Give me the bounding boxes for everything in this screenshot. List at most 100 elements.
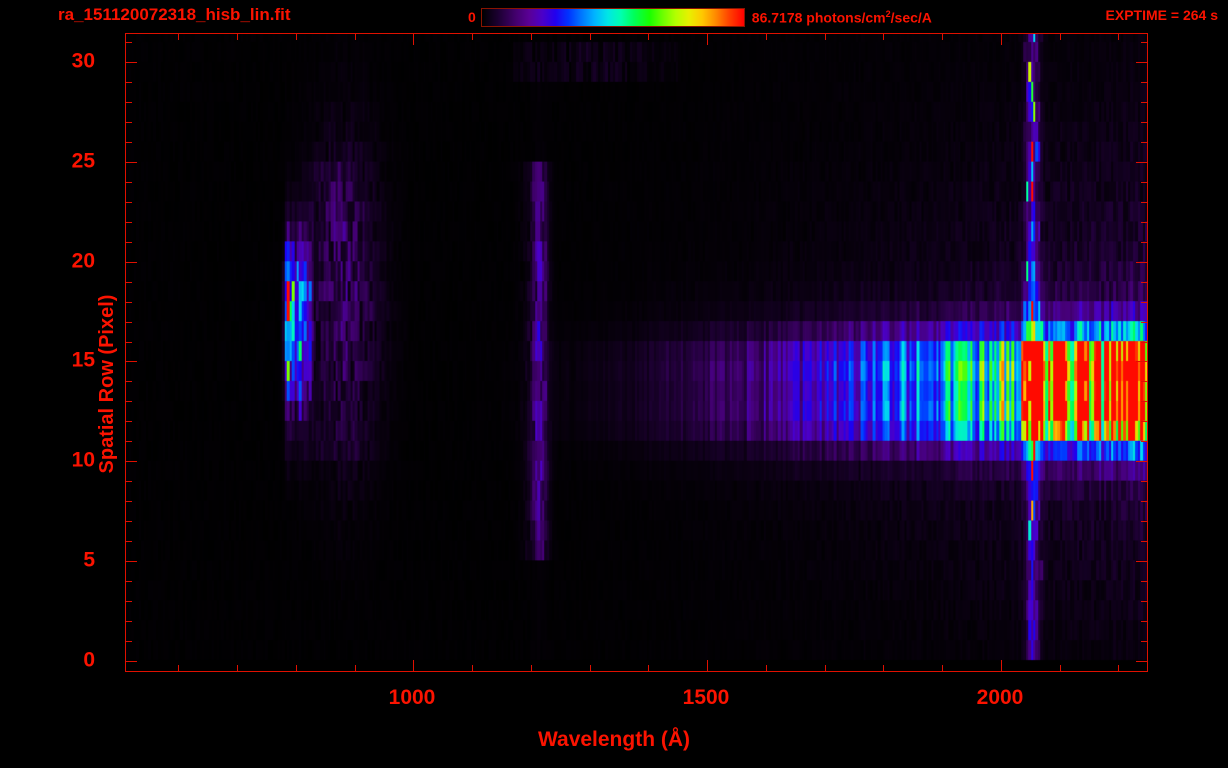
axis-tick <box>1141 302 1147 303</box>
x-tick-label: 1000 <box>388 686 436 709</box>
axis-tick <box>1141 481 1147 482</box>
axis-tick <box>296 34 297 40</box>
axis-tick <box>126 162 137 163</box>
axis-tick <box>126 501 132 502</box>
axis-tick <box>590 34 591 40</box>
axis-tick <box>1141 122 1147 123</box>
axis-tick <box>1136 661 1147 662</box>
x-tick-label: 1500 <box>682 686 730 709</box>
axis-tick <box>472 665 473 671</box>
page-title: ra_151120072318_hisb_lin.fit <box>58 5 291 24</box>
axis-tick <box>126 621 132 622</box>
axis-tick <box>126 302 132 303</box>
axis-tick <box>126 62 137 63</box>
y-axis-title: Spatial Row (Pixel) <box>95 294 118 474</box>
axis-tick <box>1141 621 1147 622</box>
axis-tick <box>1001 34 1002 45</box>
axis-tick <box>126 202 132 203</box>
axis-tick <box>648 665 649 671</box>
axis-tick <box>126 262 137 263</box>
axis-tick <box>1141 322 1147 323</box>
axis-tick <box>531 665 532 671</box>
axis-tick <box>126 441 132 442</box>
axis-tick <box>126 641 132 642</box>
axis-tick <box>1141 282 1147 283</box>
axis-tick <box>126 521 132 522</box>
axis-tick <box>126 122 132 123</box>
exptime-label: EXPTIME = 264 s <box>1105 7 1218 23</box>
axis-tick <box>1141 202 1147 203</box>
axis-tick <box>126 282 132 283</box>
axis-tick <box>126 361 137 362</box>
axis-tick <box>1141 501 1147 502</box>
axis-tick <box>1141 42 1147 43</box>
axis-tick <box>1141 401 1147 402</box>
axis-tick <box>942 34 943 40</box>
axis-tick <box>1141 82 1147 83</box>
axis-tick <box>1141 581 1147 582</box>
axis-tick <box>707 34 708 45</box>
axis-tick <box>178 665 179 671</box>
axis-tick <box>126 581 132 582</box>
axis-tick <box>1141 182 1147 183</box>
axis-tick <box>1141 342 1147 343</box>
axis-tick <box>1141 142 1147 143</box>
axis-tick <box>237 34 238 40</box>
axis-tick <box>296 665 297 671</box>
colorbar-unit-exponent: 2 <box>885 8 891 19</box>
axis-tick <box>1060 34 1061 40</box>
axis-tick <box>126 401 132 402</box>
axis-tick <box>707 660 708 671</box>
axis-tick <box>126 342 132 343</box>
axis-tick <box>1118 34 1119 40</box>
axis-tick <box>1141 102 1147 103</box>
colorbar-max-label: 86.7178 photons/cm2/sec/A <box>751 8 932 26</box>
axis-tick <box>1001 660 1002 671</box>
axis-tick <box>1136 62 1147 63</box>
axis-tick <box>355 34 356 40</box>
axis-tick <box>178 34 179 40</box>
y-tick-label: 0 <box>83 648 95 672</box>
axis-tick <box>126 541 132 542</box>
axis-tick <box>126 481 132 482</box>
axis-tick <box>766 34 767 40</box>
axis-tick <box>1141 601 1147 602</box>
axis-tick <box>126 322 132 323</box>
axis-tick <box>1141 641 1147 642</box>
axis-tick <box>126 242 132 243</box>
axis-tick <box>648 34 649 40</box>
axis-tick <box>1141 381 1147 382</box>
axis-tick <box>1136 262 1147 263</box>
axis-tick <box>126 182 132 183</box>
axis-tick <box>126 102 132 103</box>
axis-tick <box>355 665 356 671</box>
y-tick-label: 30 <box>71 49 95 73</box>
x-tick-label: 2000 <box>976 686 1024 709</box>
y-tick-label: 20 <box>71 249 95 273</box>
axis-tick <box>126 561 137 562</box>
axis-tick <box>1060 665 1061 671</box>
axis-tick <box>1141 242 1147 243</box>
spectrogram-image <box>126 34 1147 671</box>
axis-tick <box>1141 541 1147 542</box>
axis-tick <box>1118 665 1119 671</box>
axis-tick <box>237 665 238 671</box>
colorbar-min-label: 0 <box>468 9 476 25</box>
axis-tick <box>883 34 884 40</box>
colorbar-unit-tail: /sec/A <box>890 9 932 26</box>
axis-tick <box>825 665 826 671</box>
axis-tick <box>126 222 132 223</box>
axis-tick <box>1136 561 1147 562</box>
axis-tick <box>590 665 591 671</box>
colorbar-group: 0 86.7178 photons/cm2/sec/A <box>468 5 932 29</box>
colorbar-max-value: 86.7178 photons/cm <box>751 9 886 26</box>
axis-tick <box>126 461 137 462</box>
x-axis-title: Wavelength (Å) <box>537 728 691 751</box>
y-tick-label: 25 <box>71 149 95 173</box>
axis-tick <box>531 34 532 40</box>
axis-tick <box>472 34 473 40</box>
axis-tick <box>126 42 132 43</box>
axis-tick <box>883 665 884 671</box>
axis-tick <box>126 661 137 662</box>
